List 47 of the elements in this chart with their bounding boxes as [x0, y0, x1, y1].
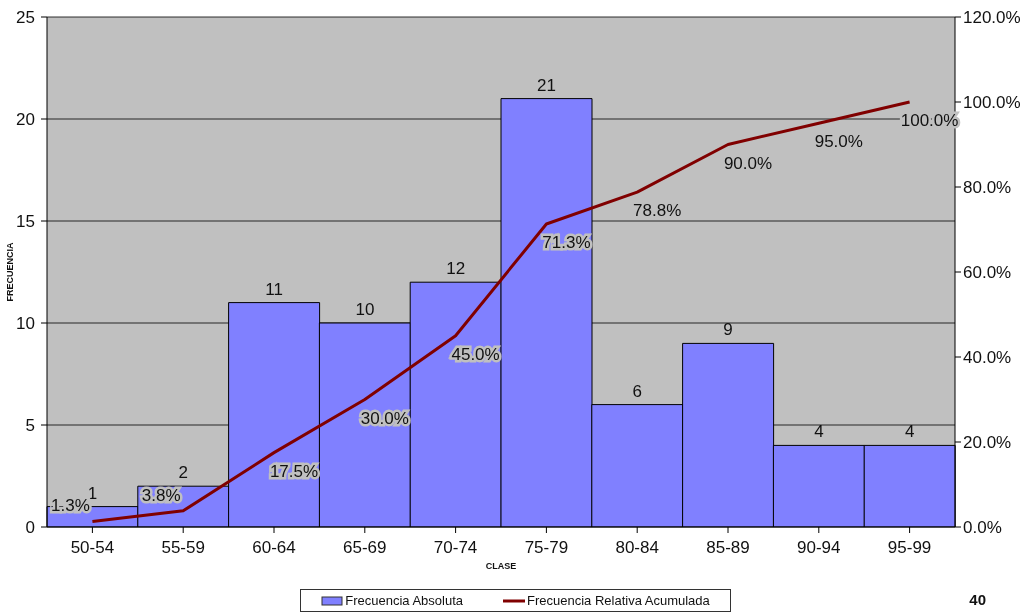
x-tick-label: 75-79: [524, 538, 569, 558]
y-axis-title: FRECUENCIA: [5, 242, 16, 302]
y-tick-label: 20: [16, 110, 35, 129]
y2-tick-label: 40.0%: [963, 348, 1012, 368]
y-tick-label: 25: [16, 8, 35, 27]
x-tick-label: 55-59: [161, 538, 205, 558]
y-tick-label: 15: [16, 212, 35, 231]
y-tick-label: 10: [16, 314, 35, 333]
x-tick-label: 95-99: [887, 538, 932, 558]
data-label: 100.0%: [900, 111, 959, 130]
text: 40: [969, 591, 986, 608]
x-tick-label: 60-64: [252, 538, 296, 558]
data-label: 71.3%: [542, 232, 591, 252]
legend-label: Frecuencia Relativa Acumulada: [526, 593, 710, 608]
data-label: 2: [178, 463, 189, 483]
y2-tick-label: 20.0%: [963, 433, 1012, 453]
y2-tick-label: 80.0%: [963, 178, 1012, 198]
data-label: 21: [537, 75, 556, 95]
y2-tick-label: 100.0%: [963, 93, 1021, 113]
data-label: 10: [355, 300, 375, 319]
x-tick-label: 90-94: [797, 538, 841, 558]
data-label: 11: [265, 279, 283, 299]
x-tick-label: 80-84: [615, 538, 659, 558]
y-tick-label: 5: [25, 416, 35, 435]
data-label: 6: [632, 381, 643, 401]
data-label: 78.8%: [633, 201, 682, 221]
data-label: 4: [904, 422, 915, 442]
x-tick-label: 50-54: [70, 538, 115, 558]
data-label: 1: [87, 483, 98, 503]
x-tick-label: 85-89: [706, 538, 750, 558]
data-label: 95.0%: [814, 132, 863, 152]
x-axis-title: CLASE: [485, 561, 517, 572]
data-label: 3.8%: [141, 485, 181, 505]
y2-tick-label: 0.0%: [963, 518, 1002, 538]
y-tick-label: 0: [25, 518, 35, 537]
data-label: 4: [814, 422, 824, 442]
y2-tick-label: 60.0%: [963, 263, 1012, 283]
legend-label: Frecuencia Absoluta: [344, 593, 463, 608]
data-label: 12: [446, 259, 466, 279]
y2-tick-label: 120.0%: [963, 8, 1021, 28]
data-label: 45.0%: [451, 344, 500, 364]
data-label: 17.5%: [269, 461, 319, 481]
data-label: 9: [723, 320, 733, 340]
data-label: 30.0%: [360, 408, 409, 428]
data-label: 90.0%: [723, 153, 773, 173]
x-tick-label: 65-69: [343, 538, 387, 558]
x-tick-label: 70-74: [433, 538, 478, 558]
